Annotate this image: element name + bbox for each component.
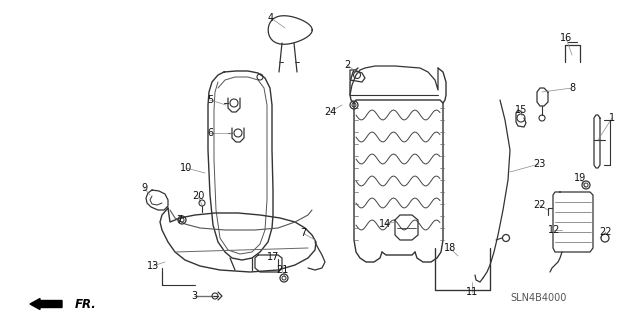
Text: 10: 10	[180, 163, 192, 173]
Text: SLN4B4000: SLN4B4000	[510, 293, 566, 303]
Text: 20: 20	[192, 191, 204, 201]
Text: 23: 23	[533, 159, 545, 169]
Text: 24: 24	[324, 107, 336, 117]
Text: 4: 4	[268, 13, 274, 23]
Text: 9: 9	[141, 183, 147, 193]
Text: 17: 17	[267, 252, 279, 262]
Text: 15: 15	[515, 105, 527, 115]
Text: 14: 14	[379, 219, 391, 229]
FancyArrow shape	[30, 299, 62, 309]
Text: 16: 16	[560, 33, 572, 43]
Text: 11: 11	[466, 287, 478, 297]
Text: 5: 5	[207, 95, 213, 105]
Text: 19: 19	[574, 173, 586, 183]
Text: 7: 7	[176, 215, 182, 225]
Text: 18: 18	[444, 243, 456, 253]
Text: 6: 6	[207, 128, 213, 138]
Text: 3: 3	[191, 291, 197, 301]
Text: 13: 13	[147, 261, 159, 271]
Text: FR.: FR.	[75, 298, 97, 310]
Text: 1: 1	[609, 113, 615, 123]
Text: 2: 2	[344, 60, 350, 70]
Text: 21: 21	[276, 265, 288, 275]
Text: 22: 22	[600, 227, 612, 237]
Text: 12: 12	[548, 225, 560, 235]
Text: 8: 8	[569, 83, 575, 93]
Text: 22: 22	[532, 200, 545, 210]
Text: 7: 7	[300, 228, 306, 238]
